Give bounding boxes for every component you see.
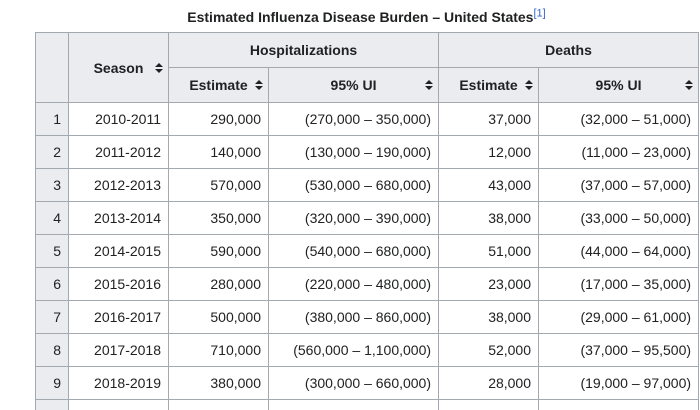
reference-link-1[interactable]: [1] (533, 7, 546, 20)
hospitalizations-estimate-cell: 570,000 (168, 168, 269, 202)
table-row: 6 2015-2016 280,000 (220,000 – 480,000) 23,0… (35, 267, 700, 301)
hospitalizations-estimate-cell: 710,000 (168, 333, 269, 367)
deaths-ui-cell: (29,000 – 61,000) (538, 300, 700, 334)
table-caption: Estimated Influenza Disease Burden – Uni… (35, 7, 698, 25)
hospitalizations-ui-cell: (270,000 – 350,000) (267, 102, 440, 136)
season-cell: 2012-2013 (68, 168, 169, 202)
hospitalizations-ui-cell: (530,000 – 680,000) (267, 168, 440, 202)
deaths-ui-cell (538, 399, 700, 410)
table-row (35, 399, 700, 410)
table-row: 3 2012-2013 570,000 (530,000 – 680,000) 43,0… (35, 168, 700, 202)
column-header-deaths-estimate[interactable]: Estimate (438, 67, 540, 103)
hospitalizations-ui-cell: (380,000 – 860,000) (267, 300, 440, 334)
table-row: 1 2010-2011 290,000 (270,000 – 350,000) 37,0… (35, 102, 700, 136)
hospitalizations-estimate-cell: 500,000 (168, 300, 269, 334)
sort-icon (425, 80, 434, 90)
row-number-cell: 8 (35, 333, 69, 367)
season-cell: 2010-2011 (68, 102, 169, 136)
hosp-ui-header-label: 95% UI (330, 77, 377, 93)
season-cell: 2018-2019 (68, 366, 169, 400)
row-number-cell (35, 399, 69, 410)
hospitalizations-ui-cell: (130,000 – 190,000) (267, 135, 440, 169)
deaths-estimate-cell: 52,000 (438, 333, 540, 367)
season-cell: 2014-2015 (68, 234, 169, 268)
column-header-hosp-ui[interactable]: 95% UI (267, 67, 440, 103)
header-row-groups: Season Hospitalizations Deaths (35, 32, 700, 103)
deaths-ui-cell: (32,000 – 51,000) (538, 102, 700, 136)
season-cell: 2017-2018 (68, 333, 169, 367)
row-number-cell: 9 (35, 366, 69, 400)
column-header-hosp-estimate[interactable]: Estimate (168, 67, 269, 103)
table-row: 2 2011-2012 140,000 (130,000 – 190,000) 12,0… (35, 135, 700, 169)
deaths-estimate-cell: 51,000 (438, 234, 540, 268)
deaths-ui-cell: (37,000 – 95,500) (538, 333, 700, 367)
hospitalizations-ui-cell: (220,000 – 480,000) (267, 267, 440, 301)
hospitalizations-ui-cell: (320,000 – 390,000) (267, 201, 440, 235)
deaths-estimate-cell: 43,000 (438, 168, 540, 202)
sort-icon (255, 80, 263, 90)
deaths-ui-header-label: 95% UI (595, 77, 642, 93)
hospitalizations-estimate-cell: 590,000 (168, 234, 269, 268)
deaths-estimate-cell: 38,000 (438, 300, 540, 334)
hospitalizations-estimate-cell: 350,000 (168, 201, 269, 235)
deaths-ui-cell: (44,000 – 64,000) (538, 234, 700, 268)
hosp-estimate-header-label: Estimate (189, 77, 248, 93)
hospitalizations-ui-cell: (560,000 – 1,100,000) (267, 333, 440, 367)
group-header-deaths: Deaths (438, 32, 700, 68)
table-row: 9 2018-2019 380,000 (300,000 – 660,000) 28,0… (35, 366, 700, 400)
table-row: 4 2013-2014 350,000 (320,000 – 390,000) 38,0… (35, 201, 700, 235)
deaths-ui-cell: (19,000 – 97,000) (538, 366, 700, 400)
group-header-hospitalizations: Hospitalizations (167, 32, 440, 68)
row-number-cell: 7 (35, 300, 69, 334)
deaths-estimate-cell: 28,000 (438, 366, 540, 400)
table-row: 8 2017-2018 710,000 (560,000 – 1,100,000) 52… (35, 333, 700, 367)
season-header-label: Season (93, 59, 144, 76)
column-header-deaths-ui[interactable]: 95% UI (538, 67, 700, 103)
deaths-estimate-cell: 12,000 (438, 135, 540, 169)
deaths-estimate-cell: 38,000 (438, 201, 540, 235)
table-body: 1 2010-2011 290,000 (270,000 – 350,000) 37,0… (35, 102, 700, 410)
row-number-cell: 3 (35, 168, 69, 202)
deaths-estimate-cell (438, 399, 540, 410)
row-number-cell: 1 (35, 102, 69, 136)
deaths-estimate-header-label: Estimate (459, 77, 518, 93)
sort-icon (525, 80, 534, 90)
row-number-cell: 4 (35, 201, 69, 235)
deaths-ui-cell: (17,000 – 35,000) (538, 267, 700, 301)
hospitalizations-ui-cell (267, 399, 440, 410)
table-row: 5 2014-2015 590,000 (540,000 – 680,000) 51,0… (35, 234, 700, 268)
season-cell: 2011-2012 (68, 135, 169, 169)
season-cell: 2016-2017 (68, 300, 169, 334)
hospitalizations-estimate-cell: 280,000 (168, 267, 269, 301)
season-cell: 2013-2014 (68, 201, 169, 235)
season-cell (68, 399, 169, 410)
table-caption-text: Estimated Influenza Disease Burden – Uni… (187, 9, 534, 25)
influenza-burden-table: Season Hospitalizations Deaths Estimate … (35, 32, 700, 410)
hospitalizations-ui-cell: (300,000 – 660,000) (267, 366, 440, 400)
deaths-ui-cell: (37,000 – 57,000) (538, 168, 700, 202)
deaths-estimate-cell: 23,000 (438, 267, 540, 301)
row-number-cell: 2 (35, 135, 69, 169)
deaths-ui-cell: (11,000 – 23,000) (538, 135, 700, 169)
hospitalizations-estimate-cell: 380,000 (168, 366, 269, 400)
deaths-estimate-cell: 37,000 (438, 102, 540, 136)
header-row-sub: Estimate 95% UI Estimate 95% UI (36, 67, 700, 103)
row-number-cell: 5 (35, 234, 69, 268)
corner-header-cell (35, 32, 69, 103)
hospitalizations-estimate-cell (168, 399, 269, 410)
season-cell: 2015-2016 (68, 267, 169, 301)
row-number-cell: 6 (35, 267, 69, 301)
column-header-season[interactable]: Season (68, 32, 169, 103)
sort-icon (685, 80, 694, 90)
deaths-ui-cell: (33,000 – 50,000) (538, 201, 700, 235)
hospitalizations-estimate-cell: 290,000 (168, 102, 269, 136)
table-row: 7 2016-2017 500,000 (380,000 – 860,000) 38,0… (35, 300, 700, 334)
influenza-burden-table-container: Estimated Influenza Disease Burden – Uni… (35, 7, 700, 410)
hospitalizations-estimate-cell: 140,000 (168, 135, 269, 169)
hospitalizations-ui-cell: (540,000 – 680,000) (267, 234, 440, 268)
reference-superscript: [1] (533, 7, 545, 19)
sort-icon (155, 62, 163, 73)
